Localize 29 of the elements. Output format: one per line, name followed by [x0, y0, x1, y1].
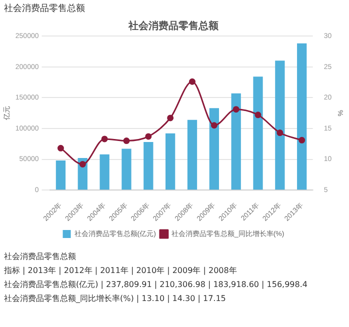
bar — [187, 120, 198, 190]
point — [79, 160, 86, 168]
point — [167, 114, 174, 122]
text: 社会消费品零售总额_同比增长率(%) | 13.10 | 14.30 | 17.15 — [4, 293, 227, 304]
point — [188, 78, 196, 85]
bar — [166, 133, 176, 190]
bar — [253, 76, 263, 190]
point — [232, 106, 240, 113]
point — [101, 136, 108, 142]
point — [254, 112, 262, 118]
bar — [209, 108, 219, 190]
text: 社会消费品零售总额 — [4, 251, 77, 262]
point — [210, 122, 218, 129]
text: 社会消费品零售总额 — [3, 2, 86, 16]
bar — [275, 60, 285, 190]
point — [276, 130, 284, 136]
point — [123, 138, 130, 144]
text: 指标 | 2013年 | 2012年 | 2011年 | 2010年 | 2009年 | 2008年 — [4, 265, 238, 276]
bar — [56, 160, 66, 190]
text: 社会消费品零售总额(亿元) | 237,809.91 | 210,306.98 | 183,918.60 | 156,998.4 — [4, 279, 308, 290]
point — [57, 144, 64, 152]
bar — [122, 148, 132, 190]
bar — [144, 142, 154, 190]
bar — [231, 93, 241, 190]
chart-title: 社会消费品零售总额 — [128, 20, 220, 32]
point — [145, 133, 152, 140]
point — [298, 136, 306, 144]
bar — [100, 154, 110, 190]
bar — [297, 43, 307, 190]
